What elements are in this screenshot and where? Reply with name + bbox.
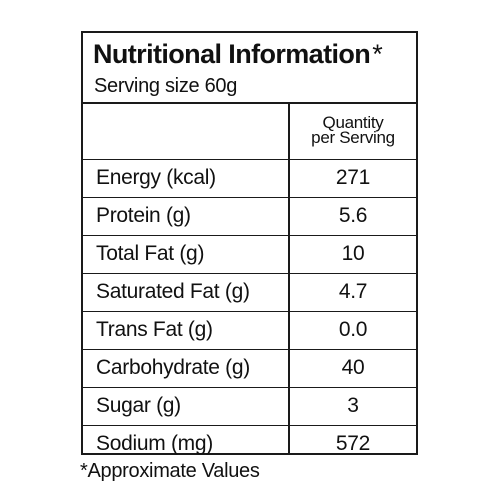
column-header-line-2: per Serving xyxy=(311,128,395,147)
quantity-column-header: Quantity per Serving xyxy=(290,113,416,147)
table-row: Sodium (mg) 572 xyxy=(83,426,416,464)
table-row: Saturated Fat (g) 4.7 xyxy=(83,274,416,312)
table-row: Protein (g) 5.6 xyxy=(83,198,416,236)
table-row: Carbohydrate (g) 40 xyxy=(83,350,416,388)
table-row: Energy (kcal) 271 xyxy=(83,160,416,198)
nutrient-value: 0.0 xyxy=(338,318,368,341)
nutrient-label: Sugar (g) xyxy=(96,394,181,417)
column-divider xyxy=(288,104,290,453)
table-row: Total Fat (g) 10 xyxy=(83,236,416,274)
serving-size: Serving size 60g xyxy=(94,75,238,97)
nutrient-label: Total Fat (g) xyxy=(96,242,205,265)
row-divider xyxy=(83,349,416,350)
nutrient-label: Protein (g) xyxy=(96,204,191,227)
nutrient-value: 10 xyxy=(341,242,365,265)
nutrient-label: Energy (kcal) xyxy=(96,166,216,189)
row-divider xyxy=(83,387,416,388)
nutrient-value: 4.7 xyxy=(338,280,368,303)
row-divider xyxy=(83,235,416,236)
row-divider xyxy=(83,159,416,160)
nutrient-value: 3 xyxy=(347,394,359,417)
table-title: Nutritional Information* xyxy=(93,39,383,70)
column-header-line-1: Quantity xyxy=(322,113,384,132)
nutrient-label: Carbohydrate (g) xyxy=(96,356,250,379)
nutrient-value: 40 xyxy=(341,356,365,379)
row-divider xyxy=(83,197,416,198)
row-divider xyxy=(83,273,416,274)
row-divider xyxy=(83,311,416,312)
nutrient-value: 271 xyxy=(335,166,371,189)
row-divider xyxy=(83,425,416,426)
table-row: Sugar (g) 3 xyxy=(83,388,416,426)
nutrient-value: 572 xyxy=(335,432,371,455)
nutrient-label: Trans Fat (g) xyxy=(96,318,213,341)
nutrient-label: Saturated Fat (g) xyxy=(96,280,250,303)
nutrient-label: Sodium (mg) xyxy=(96,432,213,455)
title-asterisk: * xyxy=(372,39,383,69)
table-row: Trans Fat (g) 0.0 xyxy=(83,312,416,350)
title-text: Nutritional Information xyxy=(93,39,371,69)
table-header: Nutritional Information* Serving size 60… xyxy=(83,33,416,104)
nutrient-value: 5.6 xyxy=(338,204,368,227)
nutrition-table: Nutritional Information* Serving size 60… xyxy=(81,31,418,455)
footnote: *Approximate Values xyxy=(80,460,260,482)
